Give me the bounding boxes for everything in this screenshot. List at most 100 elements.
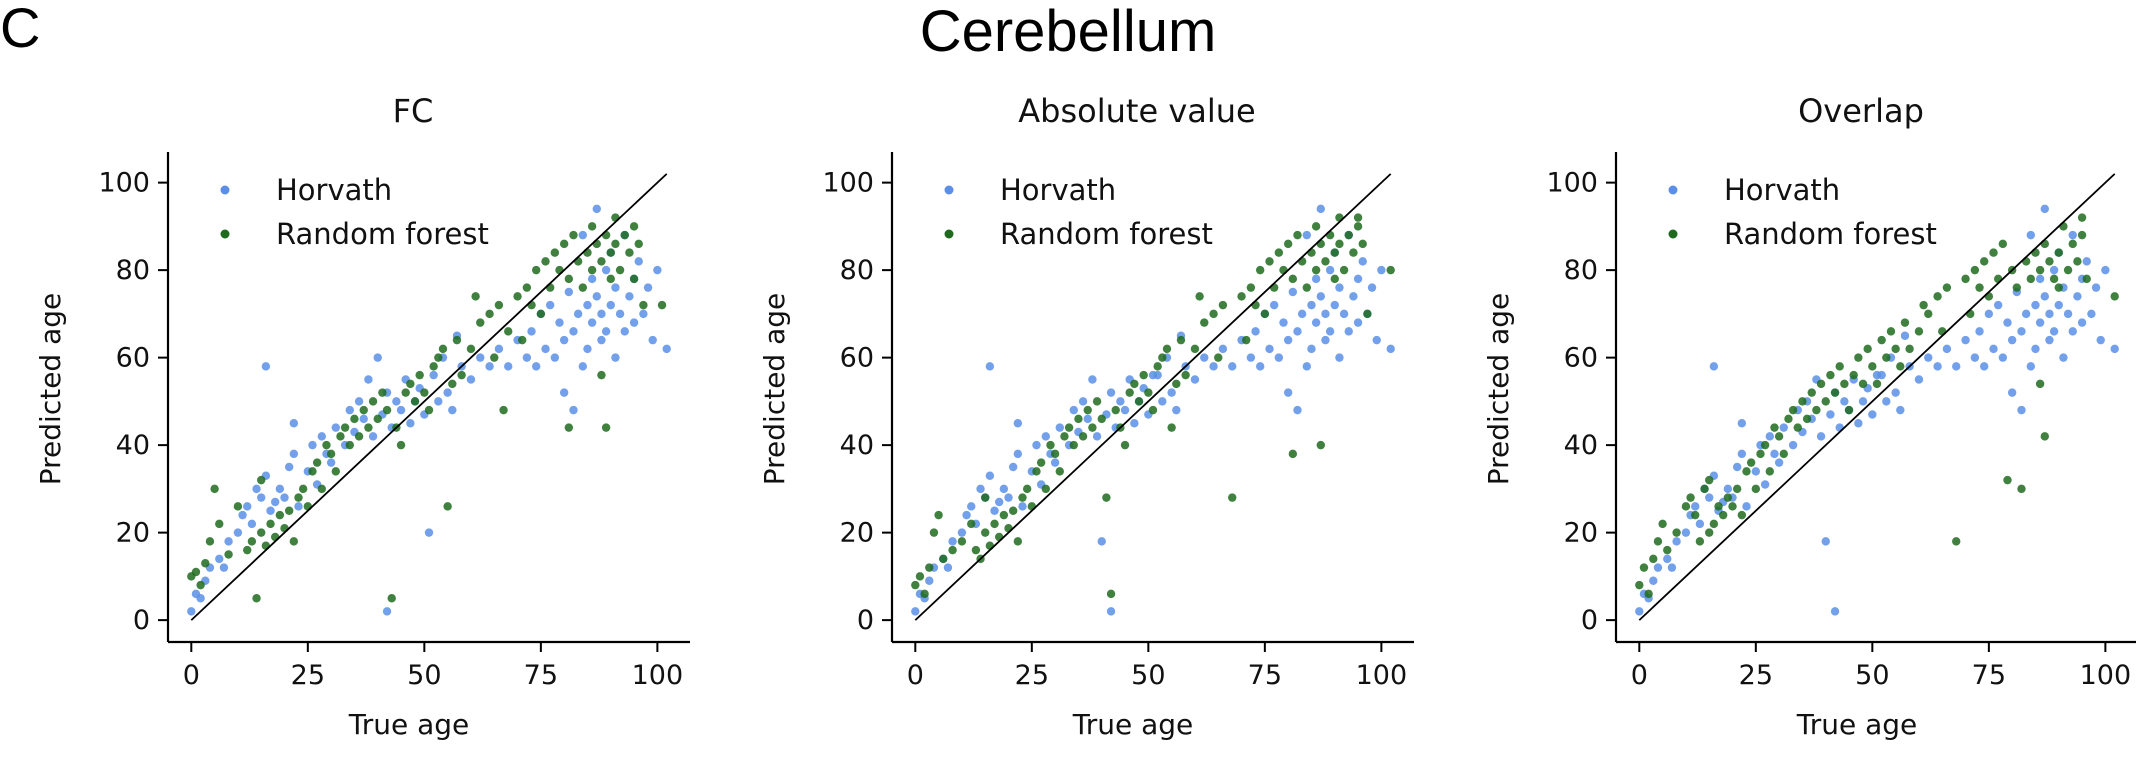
- data-point: [1251, 300, 1260, 310]
- data-point: [1167, 388, 1176, 397]
- data-point: [1886, 327, 1896, 336]
- data-point: [1311, 222, 1321, 231]
- data-point: [1316, 292, 1325, 301]
- legend-marker: [220, 229, 230, 239]
- data-point: [1377, 265, 1386, 275]
- x-tick-label: 50: [1855, 660, 1889, 691]
- data-point: [443, 502, 452, 511]
- data-point: [196, 594, 205, 603]
- data-point: [1330, 248, 1339, 257]
- data-point: [911, 580, 920, 590]
- legend-label: Random forest: [1724, 217, 1937, 251]
- data-point: [1167, 423, 1176, 432]
- data-point: [1372, 335, 1381, 345]
- data-point: [1896, 362, 1905, 371]
- data-point: [1966, 309, 1975, 319]
- data-point: [1144, 388, 1153, 397]
- data-point: [2059, 353, 2068, 362]
- data-point: [1018, 493, 1027, 502]
- data-point: [1344, 230, 1353, 240]
- data-point: [1190, 375, 1200, 384]
- data-point: [2077, 213, 2087, 222]
- data-point: [1760, 480, 1770, 489]
- data-point: [1695, 537, 1705, 546]
- data-point: [1274, 353, 1284, 362]
- x-axis-label: True age: [348, 708, 470, 741]
- data-point: [939, 554, 948, 564]
- data-point: [1293, 230, 1302, 240]
- data-point: [1209, 309, 1218, 319]
- data-point: [625, 248, 634, 257]
- data-point: [1106, 607, 1116, 616]
- y-tick-label: 0: [857, 605, 874, 636]
- data-point: [504, 327, 513, 336]
- data-point: [1172, 379, 1181, 389]
- data-point: [1088, 423, 1097, 432]
- data-point: [215, 554, 224, 564]
- data-point: [2003, 318, 2012, 327]
- data-point: [210, 484, 219, 494]
- data-point: [2049, 327, 2059, 336]
- data-point: [1849, 370, 1858, 380]
- data-point: [999, 510, 1009, 520]
- data-point: [1905, 344, 1914, 354]
- data-point: [564, 274, 574, 284]
- data-point: [541, 344, 550, 354]
- data-point: [615, 309, 625, 319]
- data-point: [1751, 484, 1761, 494]
- data-point: [985, 541, 995, 550]
- data-point: [1316, 239, 1325, 249]
- data-point: [1153, 370, 1162, 380]
- data-point: [1190, 344, 1200, 354]
- data-point: [2049, 265, 2059, 275]
- data-point: [434, 353, 443, 362]
- data-point: [1663, 554, 1672, 564]
- data-point: [2017, 484, 2026, 494]
- data-point: [925, 563, 934, 572]
- data-point: [1765, 432, 1775, 441]
- x-tick-label: 100: [2080, 660, 2132, 691]
- data-point: [1325, 327, 1335, 336]
- data-point: [1097, 414, 1106, 424]
- data-point: [2007, 335, 2017, 345]
- data-point: [1013, 449, 1023, 459]
- y-tick-label: 80: [116, 255, 150, 286]
- data-point: [1349, 292, 1358, 301]
- data-point: [1821, 537, 1830, 546]
- data-point: [1260, 309, 1270, 319]
- data-point: [2110, 292, 2119, 301]
- data-point: [1975, 283, 1984, 292]
- data-point: [406, 379, 415, 389]
- data-point: [1695, 519, 1705, 529]
- data-point: [513, 292, 522, 301]
- data-point: [270, 497, 280, 507]
- data-point: [1004, 524, 1013, 533]
- data-point: [1882, 397, 1891, 406]
- data-point: [1970, 265, 1980, 275]
- data-point: [545, 283, 555, 292]
- data-point: [2040, 239, 2049, 249]
- x-tick-label: 100: [1356, 660, 1408, 691]
- data-point: [1681, 502, 1691, 511]
- data-point: [448, 379, 457, 389]
- data-point: [233, 502, 243, 511]
- data-point: [1316, 440, 1325, 450]
- data-point: [1083, 414, 1092, 424]
- data-point: [1316, 204, 1325, 214]
- data-point: [396, 440, 406, 450]
- identity-line: [190, 173, 668, 621]
- data-point: [2035, 265, 2045, 275]
- data-point: [550, 248, 560, 257]
- data-point: [280, 524, 289, 533]
- data-point: [1148, 405, 1158, 415]
- data-point: [1097, 537, 1106, 546]
- data-point: [1074, 414, 1083, 424]
- data-point: [1826, 410, 1835, 419]
- legend-label: Horvath: [276, 173, 392, 207]
- data-point: [504, 362, 513, 371]
- data-point: [625, 292, 634, 301]
- data-point: [994, 497, 1004, 507]
- data-point: [967, 519, 976, 529]
- data-point: [1737, 449, 1747, 459]
- data-point: [284, 462, 294, 472]
